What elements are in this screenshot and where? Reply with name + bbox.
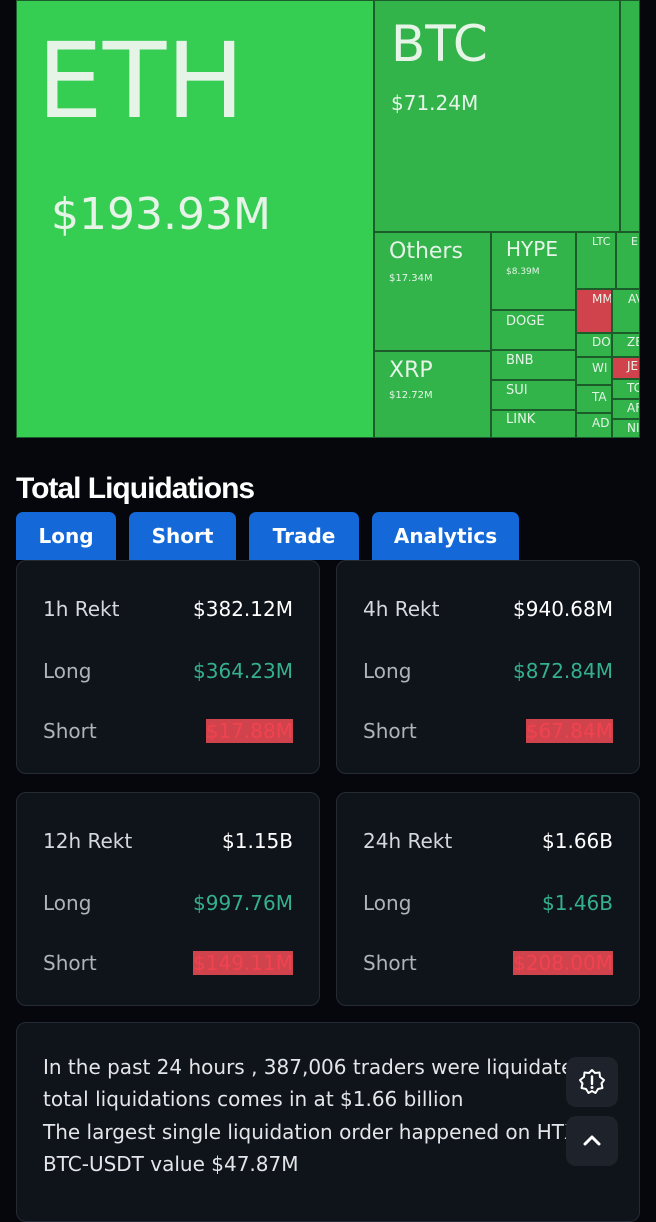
short-label: Short bbox=[43, 719, 97, 743]
stat-card-1h: 1h Rekt $382.12M Long $364.23M Short $17… bbox=[16, 560, 320, 774]
liquidation-summary: In the past 24 hours , 387,006 traders w… bbox=[16, 1022, 640, 1222]
short-value: $17.88M bbox=[205, 719, 293, 743]
summary-line: BTC-USDT value $47.87M bbox=[43, 1152, 299, 1176]
card-title: 12h Rekt bbox=[43, 829, 133, 853]
alert-badge-icon bbox=[579, 1069, 605, 1094]
treemap-tile-ta[interactable]: TA bbox=[576, 385, 612, 413]
long-label: Long bbox=[43, 659, 92, 683]
tile-name: E bbox=[631, 235, 638, 248]
tile-name: SUI bbox=[506, 383, 528, 398]
tile-name: HYPE bbox=[506, 237, 558, 261]
treemap-tile-av[interactable]: AV bbox=[612, 289, 640, 333]
tab-short[interactable]: Short bbox=[129, 512, 236, 560]
treemap-tile-bnb[interactable]: BNB bbox=[491, 350, 576, 380]
tab-analytics[interactable]: Analytics bbox=[372, 512, 519, 560]
tile-name: BNB bbox=[506, 353, 534, 368]
treemap-tile-ze[interactable]: ZE bbox=[612, 333, 640, 357]
stat-card-12h: 12h Rekt $1.15B Long $997.76M Short $149… bbox=[16, 792, 320, 1006]
tile-name: MM bbox=[592, 292, 612, 306]
stat-card-4h: 4h Rekt $940.68M Long $872.84M Short $67… bbox=[336, 560, 640, 774]
card-title: 4h Rekt bbox=[363, 597, 440, 621]
tile-name: AF bbox=[627, 401, 639, 415]
card-total: $382.12M bbox=[193, 597, 293, 621]
summary-line: In the past 24 hours , 387,006 traders w… bbox=[43, 1055, 599, 1079]
card-title: 1h Rekt bbox=[43, 597, 120, 621]
long-value: $872.84M bbox=[513, 659, 613, 683]
tile-name: XRP bbox=[389, 358, 433, 383]
tile-name: LTC bbox=[592, 235, 611, 248]
tile-name: Others bbox=[389, 239, 463, 264]
tile-value: $8.39M bbox=[506, 267, 540, 277]
tile-name: BTC bbox=[391, 15, 488, 73]
treemap-tile-eth[interactable]: ETH $193.93M bbox=[16, 0, 374, 438]
summary-line: The largest single liquidation order hap… bbox=[43, 1120, 592, 1144]
tile-name: DOGE bbox=[506, 314, 545, 329]
short-label: Short bbox=[363, 951, 417, 975]
card-title: 24h Rekt bbox=[363, 829, 453, 853]
alert-button[interactable] bbox=[566, 1057, 618, 1107]
tile-name: WI bbox=[592, 361, 608, 375]
treemap-tile-xrp[interactable]: XRP $12.72M bbox=[374, 351, 491, 438]
tile-value: $193.93M bbox=[51, 189, 271, 240]
chevron-up-icon bbox=[583, 1135, 601, 1146]
short-value: $208.00M bbox=[513, 951, 613, 975]
tab-long[interactable]: Long bbox=[16, 512, 116, 560]
treemap-tile-ni[interactable]: NI bbox=[612, 419, 640, 438]
treemap-tile-small[interactable] bbox=[620, 0, 640, 232]
treemap-tile-sui[interactable]: SUI bbox=[491, 380, 576, 410]
long-value: $364.23M bbox=[193, 659, 293, 683]
treemap-tile-af[interactable]: AF bbox=[612, 399, 640, 419]
section-title: Total Liquidations bbox=[16, 472, 255, 505]
tile-value: $71.24M bbox=[391, 91, 479, 115]
treemap-tile-tc[interactable]: TC bbox=[612, 379, 640, 399]
tile-name: DO bbox=[592, 335, 611, 349]
treemap-tile-mm[interactable]: MM bbox=[576, 289, 612, 333]
treemap-tile-je[interactable]: JE bbox=[612, 357, 640, 379]
liquidation-treemap: ETH $193.93M BTC $71.24M Others $17.34M … bbox=[16, 0, 640, 438]
long-label: Long bbox=[363, 891, 412, 915]
long-label: Long bbox=[363, 659, 412, 683]
short-value: $149.11M bbox=[193, 951, 293, 975]
tile-name: ETH bbox=[37, 20, 245, 142]
tile-name: AV bbox=[628, 292, 639, 306]
treemap-tile-hype[interactable]: HYPE $8.39M bbox=[491, 232, 576, 310]
long-label: Long bbox=[43, 891, 92, 915]
tile-name: JE bbox=[627, 359, 639, 373]
short-value: $67.84M bbox=[525, 719, 613, 743]
card-total: $1.66B bbox=[542, 829, 613, 853]
treemap-tile-others[interactable]: Others $17.34M bbox=[374, 232, 491, 351]
tile-name: NI bbox=[627, 421, 640, 435]
tile-value: $12.72M bbox=[389, 390, 433, 401]
tile-name: TC bbox=[627, 381, 639, 395]
card-total: $1.15B bbox=[222, 829, 293, 853]
tile-name: ZE bbox=[627, 335, 639, 349]
card-total: $940.68M bbox=[513, 597, 613, 621]
treemap-tile-ad[interactable]: AD bbox=[576, 413, 612, 438]
long-value: $997.76M bbox=[193, 891, 293, 915]
stat-card-24h: 24h Rekt $1.66B Long $1.46B Short $208.0… bbox=[336, 792, 640, 1006]
treemap-tile-btc[interactable]: BTC $71.24M bbox=[374, 0, 620, 232]
treemap-tile-link[interactable]: LINK bbox=[491, 410, 576, 438]
tab-trade[interactable]: Trade bbox=[249, 512, 359, 560]
tile-name: TA bbox=[592, 390, 607, 404]
tile-name: LINK bbox=[506, 412, 536, 427]
treemap-tile-wi[interactable]: WI bbox=[576, 357, 612, 385]
tile-value: $17.34M bbox=[389, 273, 433, 284]
short-label: Short bbox=[363, 719, 417, 743]
treemap-tile-do[interactable]: DO bbox=[576, 333, 612, 357]
short-label: Short bbox=[43, 951, 97, 975]
treemap-tile-doge[interactable]: DOGE bbox=[491, 310, 576, 350]
scroll-top-button[interactable] bbox=[566, 1116, 618, 1166]
tile-name: AD bbox=[592, 416, 610, 430]
treemap-tile-e[interactable]: E bbox=[616, 232, 640, 289]
treemap-tile-ltc[interactable]: LTC bbox=[576, 232, 616, 289]
long-value: $1.46B bbox=[542, 891, 613, 915]
summary-line: total liquidations comes in at $1.66 bil… bbox=[43, 1087, 464, 1111]
